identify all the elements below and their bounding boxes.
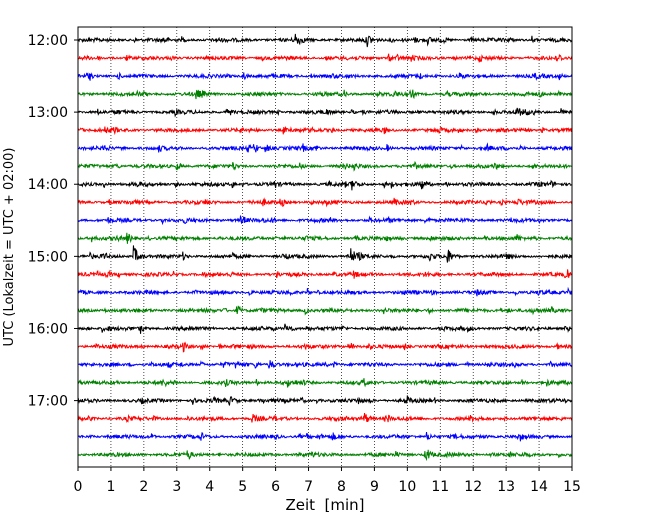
trace-row-11 — [77, 232, 573, 244]
x-axis-ticks: 0 1 2 3 4 5 6 7 8 9 10 11 12 13 14 15 — [74, 467, 581, 495]
trace-row-23 — [77, 449, 573, 462]
y-tick-label: 17:00 — [28, 394, 68, 410]
trace-row-7 — [77, 160, 573, 172]
trace-row-17 — [77, 341, 573, 353]
trace-row-1 — [77, 53, 573, 63]
vertical-gridlines — [110, 27, 540, 467]
x-tick-label: 12 — [464, 479, 482, 495]
x-tick-label: 13 — [497, 479, 515, 495]
x-tick-label: 2 — [139, 479, 148, 495]
trace-row-6 — [77, 142, 573, 153]
seismogram-traces — [77, 33, 573, 462]
trace-row-10 — [77, 214, 573, 226]
trace-row-15 — [77, 305, 573, 316]
x-tick-label: 10 — [398, 479, 416, 495]
trace-row-19 — [77, 378, 573, 388]
x-tick-label: 7 — [304, 479, 313, 495]
plot-frame — [77, 26, 573, 468]
trace-row-9 — [77, 197, 572, 208]
x-tick-label: 9 — [370, 479, 379, 495]
y-tick-label: 16:00 — [28, 321, 68, 337]
trace-row-3 — [77, 89, 573, 100]
trace-row-20 — [77, 395, 573, 406]
trace-row-5 — [77, 125, 573, 136]
x-tick-label: 3 — [172, 479, 181, 495]
trace-row-2 — [77, 71, 573, 82]
x-axis-title: Zeit [min] — [285, 496, 364, 514]
x-tick-label: 14 — [530, 479, 548, 495]
trace-row-14 — [77, 286, 573, 297]
trace-row-21 — [77, 412, 573, 423]
y-tick-label: 12:00 — [28, 33, 68, 49]
y-tick-label: 13:00 — [28, 105, 68, 121]
x-tick-label: 5 — [238, 479, 247, 495]
x-tick-label: 15 — [563, 479, 581, 495]
trace-row-22 — [77, 432, 573, 442]
x-tick-label: 0 — [74, 479, 83, 495]
x-tick-label: 1 — [106, 479, 115, 495]
y-axis-title: UTC (Lokalzeit = UTC + 02:00) — [2, 148, 17, 347]
x-tick-label: 6 — [271, 479, 280, 495]
trace-row-18 — [77, 360, 573, 369]
x-tick-label: 4 — [205, 479, 214, 495]
trace-row-16 — [77, 323, 573, 334]
x-tick-label: 8 — [337, 479, 346, 495]
trace-row-8 — [77, 179, 573, 191]
trace-row-4 — [77, 107, 573, 118]
trace-row-12 — [77, 245, 573, 263]
y-tick-label: 14:00 — [28, 177, 68, 193]
trace-row-13 — [77, 269, 573, 279]
y-axis-ticks: 12:00 13:00 14:00 15:00 16:00 17:00 — [28, 33, 78, 410]
y-tick-label: 15:00 — [28, 249, 68, 265]
x-tick-label: 11 — [431, 479, 449, 495]
trace-row-0 — [77, 33, 573, 48]
